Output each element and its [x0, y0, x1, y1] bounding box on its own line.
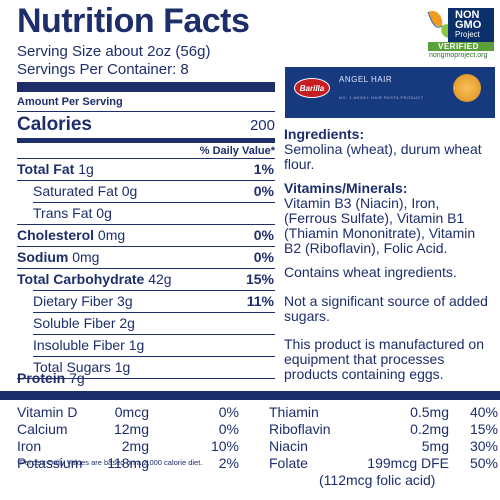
- nutrient-row-total-fat: Total Fat 1g 1%: [17, 161, 274, 177]
- pasta-nest-icon: [453, 74, 481, 102]
- folic-acid-note: (112mcg folic acid): [319, 472, 436, 488]
- facility-note: This product is manufactured on equipmen…: [284, 336, 484, 382]
- vitamin-row: Niacin 5mg 30%: [269, 438, 498, 454]
- nutrient-row-total-carbohydrate: Total Carbohydrate 42g 15%: [17, 271, 274, 287]
- vitamin-table-left: Vitamin D 0mcg 0% Calcium 12mg 0% Iron 2…: [17, 404, 239, 472]
- non-gmo-badge: NON GMO Project VERIFIED nongmoproject.o…: [424, 6, 496, 62]
- nutrient-row-soluble-fiber: Soluble Fiber 2g: [33, 315, 135, 331]
- thick-divider-full: [0, 391, 500, 400]
- nutrient-row-protein: Protein 7g: [17, 370, 85, 386]
- nutrient-row-sodium: Sodium 0mg 0%: [17, 249, 274, 265]
- product-name: ANGEL HAIR: [339, 75, 393, 84]
- divider: [33, 334, 275, 335]
- daily-value-header: % Daily Value*: [199, 145, 275, 157]
- vitamin-row: Thiamin 0.5mg 40%: [269, 404, 498, 420]
- divider: [33, 312, 275, 313]
- vitamins-text: Vitamin B3 (Niacin), Iron, (Ferrous Sulf…: [284, 195, 476, 256]
- serving-size: Serving Size about 2oz (56g): [17, 43, 211, 60]
- butterfly-icon: [427, 8, 494, 51]
- divider: [17, 224, 275, 225]
- nutrient-row-cholesterol: Cholesterol 0mg 0%: [17, 227, 274, 243]
- vitamin-row: Riboflavin 0.2mg 15%: [269, 421, 498, 437]
- nutrient-row-dietary-fiber: Dietary Fiber 3g 11%: [33, 293, 274, 309]
- divider: [17, 111, 275, 112]
- vitamin-row: Folate 199mcg DFE 50%: [269, 455, 498, 471]
- ingredients-text: Semolina (wheat), durum wheat flour.: [284, 141, 482, 172]
- servings-per-container: Servings Per Container: 8: [17, 61, 189, 78]
- medium-divider: [17, 138, 275, 143]
- divider: [17, 158, 275, 159]
- divider: [33, 356, 275, 357]
- vitamin-row: Iron 2mg 10%: [17, 438, 239, 454]
- product-package-image: Barilla ANGEL HAIR NO. 1 ANGEL HAIR PAST…: [285, 67, 495, 118]
- package-fine-print: NO. 1 ANGEL HAIR PASTA PRODUCT: [339, 95, 424, 100]
- nutrient-row-insoluble-fiber: Insoluble Fiber 1g: [33, 337, 145, 353]
- barilla-logo: Barilla: [294, 78, 330, 98]
- divider: [17, 246, 275, 247]
- calories-label: Calories: [17, 114, 92, 135]
- divider: [17, 268, 275, 269]
- vitamin-table-right: Thiamin 0.5mg 40% Riboflavin 0.2mg 15% N…: [269, 404, 498, 489]
- thick-divider: [17, 82, 275, 92]
- divider: [17, 378, 275, 379]
- vitamin-row: Potassium 118mg 2%: [17, 455, 239, 471]
- calories-value: 200: [249, 117, 275, 134]
- nutrient-row-saturated-fat: Saturated Fat 0g 0%: [33, 183, 274, 199]
- sugars-note: Not a significant source of added sugars…: [284, 293, 488, 324]
- ingredients-heading: Ingredients:: [284, 126, 365, 142]
- divider: [17, 180, 275, 181]
- contains-statement: Contains wheat ingredients.: [284, 264, 457, 280]
- vitamins-heading: Vitamins/Minerals:: [284, 180, 408, 196]
- vitamin-row: Vitamin D 0mcg 0%: [17, 404, 239, 420]
- page-title: Nutrition Facts: [17, 2, 250, 40]
- nutrient-row-total-sugars: Total Sugars 1g: [33, 359, 131, 375]
- footnote: *Percent Daily Values are based on a 2,0…: [17, 458, 203, 467]
- amount-per-serving: Amount Per Serving: [17, 96, 123, 108]
- divider: [33, 290, 275, 291]
- nutrient-row-trans-fat: Trans Fat 0g: [33, 205, 112, 221]
- vitamin-row: Calcium 12mg 0%: [17, 421, 239, 437]
- divider: [33, 202, 275, 203]
